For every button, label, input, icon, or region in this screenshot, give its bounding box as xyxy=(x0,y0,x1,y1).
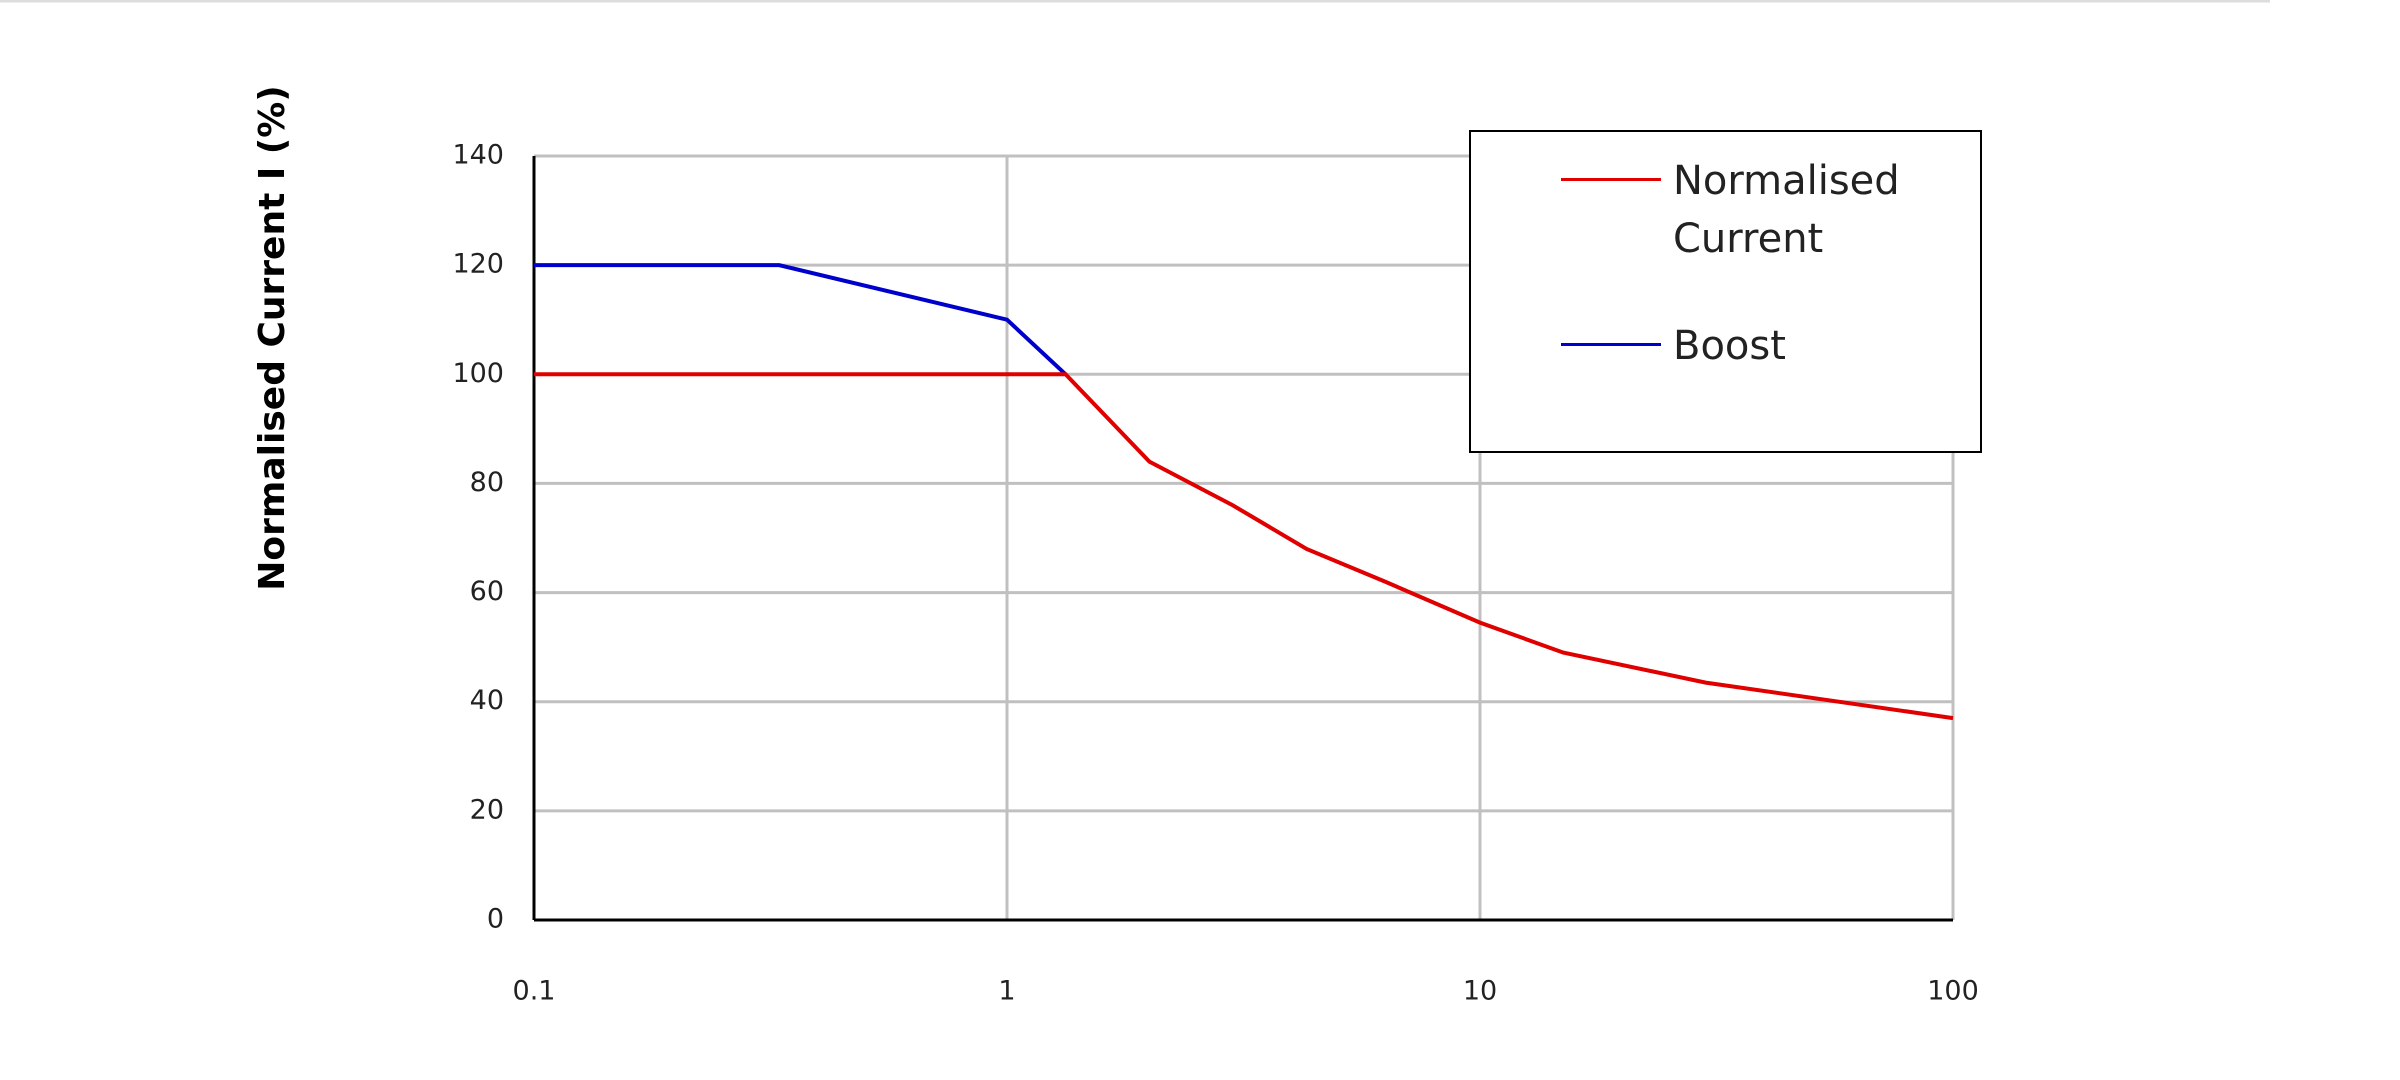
legend-swatch xyxy=(1561,343,1661,346)
series-line xyxy=(534,263,1067,376)
x-tick-label: 100 xyxy=(1927,976,1979,1007)
legend-swatch xyxy=(1561,178,1661,181)
y-tick-label: 140 xyxy=(452,140,504,171)
legend-label: Boost xyxy=(1673,323,1786,369)
y-tick-label: 40 xyxy=(470,685,504,716)
series-line xyxy=(534,372,1954,721)
y-tick-label: 120 xyxy=(452,249,504,280)
legend-label: Normalised Current xyxy=(1673,158,1900,262)
y-tick-label: 60 xyxy=(470,576,504,607)
legend-item: Normalised Current xyxy=(1561,152,1913,268)
y-tick-label: 0 xyxy=(487,904,504,935)
y-axis-label: Normalised Current I (%) xyxy=(252,85,293,591)
x-tick-label: 1 xyxy=(998,976,1015,1007)
x-tick-label: 10 xyxy=(1463,976,1497,1007)
y-tick-label: 100 xyxy=(452,358,504,389)
legend-item: Boost xyxy=(1561,317,1913,375)
y-tick-label: 20 xyxy=(470,794,504,825)
x-tick-label: 0.1 xyxy=(513,976,556,1007)
legend: Normalised Current Boost xyxy=(1469,130,1982,453)
y-tick-label: 80 xyxy=(470,467,504,498)
